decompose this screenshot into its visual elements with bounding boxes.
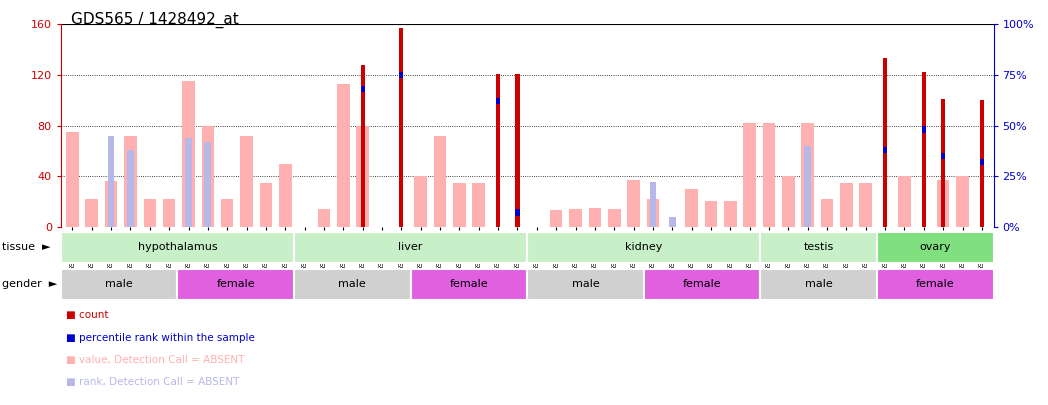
Bar — [221, 199, 234, 227]
Bar — [704, 202, 717, 227]
Bar — [877, 232, 994, 263]
Bar — [86, 199, 99, 227]
Text: female: female — [916, 279, 955, 289]
Bar — [61, 232, 293, 263]
Text: GDS565 / 1428492_at: GDS565 / 1428492_at — [71, 12, 239, 28]
Bar — [760, 232, 877, 263]
Bar — [669, 217, 676, 227]
Bar — [240, 136, 253, 227]
Bar — [496, 74, 500, 227]
Bar — [434, 136, 446, 227]
Bar — [941, 153, 945, 159]
Bar — [941, 99, 945, 227]
Bar — [411, 269, 527, 301]
Bar — [980, 159, 984, 165]
Bar — [650, 182, 656, 227]
Bar — [204, 142, 212, 227]
Bar — [61, 269, 177, 301]
Bar — [361, 65, 365, 227]
Bar — [743, 123, 756, 227]
Bar — [956, 176, 968, 227]
Text: hypothalamus: hypothalamus — [137, 241, 217, 252]
Text: ■ rank, Detection Call = ABSENT: ■ rank, Detection Call = ABSENT — [66, 377, 239, 387]
Bar — [802, 123, 814, 227]
Text: male: male — [105, 279, 133, 289]
Bar — [279, 164, 291, 227]
Bar — [724, 202, 737, 227]
Text: ■ percentile rank within the sample: ■ percentile rank within the sample — [66, 333, 255, 343]
Bar — [516, 74, 520, 227]
Bar — [144, 199, 156, 227]
Bar — [527, 269, 643, 301]
Bar — [356, 126, 369, 227]
Bar — [821, 199, 833, 227]
Bar — [980, 100, 984, 227]
Bar — [399, 28, 403, 227]
Bar — [647, 199, 659, 227]
Bar — [643, 269, 760, 301]
Bar — [182, 81, 195, 227]
Text: male: male — [805, 279, 832, 289]
Bar — [685, 189, 698, 227]
Bar — [921, 72, 926, 227]
Bar — [589, 208, 602, 227]
Bar — [883, 58, 888, 227]
Bar — [877, 269, 994, 301]
Bar — [414, 176, 427, 227]
Bar — [293, 232, 527, 263]
Bar — [201, 126, 214, 227]
Bar — [550, 210, 563, 227]
Bar — [473, 183, 485, 227]
Bar — [127, 150, 134, 227]
Bar — [883, 147, 888, 153]
Bar — [760, 269, 877, 301]
Text: male: male — [571, 279, 599, 289]
Bar — [453, 183, 465, 227]
Bar — [108, 136, 114, 227]
Bar — [628, 180, 640, 227]
Text: ■ count: ■ count — [66, 310, 109, 320]
Bar — [105, 181, 117, 227]
Bar — [337, 84, 350, 227]
Bar — [516, 209, 520, 216]
Text: liver: liver — [398, 241, 422, 252]
Bar — [361, 86, 365, 92]
Text: female: female — [682, 279, 721, 289]
Text: testis: testis — [804, 241, 834, 252]
Bar — [177, 269, 293, 301]
Bar — [496, 98, 500, 104]
Bar — [260, 183, 272, 227]
Text: ■ value, Detection Call = ABSENT: ■ value, Detection Call = ABSENT — [66, 355, 244, 365]
Bar — [399, 72, 403, 78]
Bar — [805, 146, 811, 227]
Bar — [162, 199, 175, 227]
Text: female: female — [216, 279, 255, 289]
Bar — [840, 183, 853, 227]
Bar — [527, 232, 760, 263]
Text: gender  ►: gender ► — [2, 279, 58, 289]
Bar — [937, 180, 949, 227]
Bar — [921, 126, 926, 133]
Text: male: male — [339, 279, 366, 289]
Bar — [782, 176, 794, 227]
Bar — [124, 136, 136, 227]
Text: female: female — [450, 279, 488, 289]
Text: kidney: kidney — [625, 241, 662, 252]
Text: tissue  ►: tissue ► — [2, 241, 50, 252]
Bar — [608, 209, 620, 227]
Bar — [569, 209, 582, 227]
Bar — [763, 123, 776, 227]
Bar — [318, 209, 330, 227]
Bar — [293, 269, 411, 301]
Bar — [185, 138, 192, 227]
Text: ovary: ovary — [919, 241, 951, 252]
Bar — [898, 176, 911, 227]
Bar — [66, 132, 79, 227]
Bar — [859, 183, 872, 227]
